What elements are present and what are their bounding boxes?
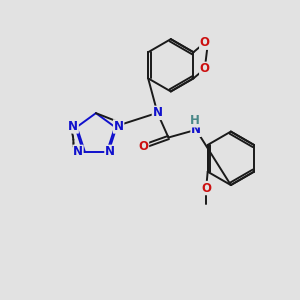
Text: N: N — [152, 106, 162, 119]
Text: O: O — [139, 140, 148, 153]
Text: O: O — [201, 182, 211, 194]
Text: N: N — [114, 120, 124, 133]
Text: H: H — [190, 114, 200, 127]
Text: N: N — [73, 146, 83, 158]
Text: O: O — [200, 62, 210, 75]
Text: N: N — [105, 146, 115, 158]
Text: N: N — [68, 120, 78, 133]
Text: N: N — [191, 123, 201, 136]
Text: O: O — [200, 36, 210, 49]
